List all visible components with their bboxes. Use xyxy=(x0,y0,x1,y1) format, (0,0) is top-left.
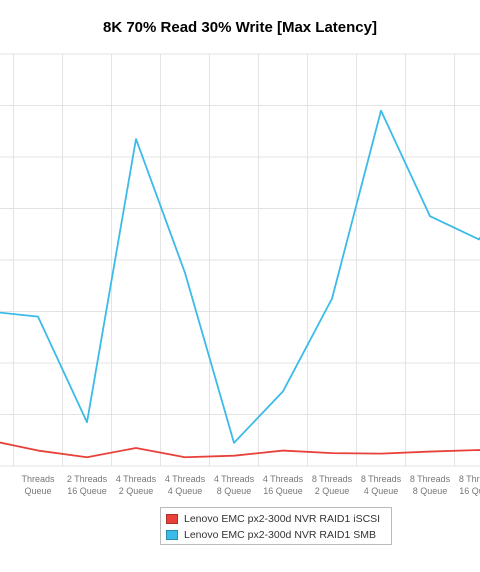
legend: Lenovo EMC px2-300d NVR RAID1 iSCSI Leno… xyxy=(160,507,392,545)
legend-item-iscsi[interactable]: Lenovo EMC px2-300d NVR RAID1 iSCSI xyxy=(166,511,391,527)
x-axis-tick-labels: Threads Queue 2 Threads 16 Queue 4 Threads 2 … xyxy=(21,474,480,496)
legend-item-smb[interactable]: Lenovo EMC px2-300d NVR RAID1 SMB xyxy=(166,527,391,543)
x-tick-label-1-0: Threads xyxy=(21,474,55,484)
series-lines xyxy=(0,109,480,459)
x-tick-label-1-1: Queue xyxy=(24,486,51,496)
vertical-gridlines xyxy=(13,54,455,466)
x-tick-label-9-1: 8 Queue xyxy=(413,486,448,496)
horizontal-gridlines xyxy=(0,53,480,467)
legend-swatch-iscsi xyxy=(166,514,178,524)
x-tick-label-8-0: 8 Threads xyxy=(361,474,402,484)
x-tick-label-10-0: 8 Threads xyxy=(459,474,480,484)
x-tick-label-7-0: 8 Threads xyxy=(312,474,353,484)
chart-title: 8K 70% Read 30% Write [Max Latency] xyxy=(103,19,377,36)
x-tick-label-4-0: 4 Threads xyxy=(165,474,206,484)
x-tick-label-5-0: 4 Threads xyxy=(214,474,255,484)
x-tick-label-2-1: 16 Queue xyxy=(67,486,107,496)
x-tick-label-10-1: 16 Queue xyxy=(459,486,480,496)
x-tick-label-9-0: 8 Threads xyxy=(410,474,451,484)
legend-swatch-smb xyxy=(166,530,178,540)
line-chart: Threads Queue 2 Threads 16 Queue 4 Threads 2 … xyxy=(0,53,480,496)
x-tick-label-7-1: 2 Queue xyxy=(315,486,350,496)
x-tick-label-3-1: 2 Queue xyxy=(119,486,154,496)
legend-label-iscsi: Lenovo EMC px2-300d NVR RAID1 iSCSI xyxy=(184,513,381,525)
x-tick-label-6-0: 4 Threads xyxy=(263,474,304,484)
legend-label-smb: Lenovo EMC px2-300d NVR RAID1 SMB xyxy=(184,529,376,541)
x-tick-label-8-1: 4 Queue xyxy=(364,486,399,496)
x-tick-label-3-0: 4 Threads xyxy=(116,474,157,484)
series-line-1 xyxy=(0,109,480,444)
x-tick-label-6-1: 16 Queue xyxy=(263,486,303,496)
series-line-0 xyxy=(0,441,480,459)
x-tick-label-5-1: 8 Queue xyxy=(217,486,252,496)
x-tick-label-2-0: 2 Threads xyxy=(67,474,108,484)
x-tick-label-4-1: 4 Queue xyxy=(168,486,203,496)
